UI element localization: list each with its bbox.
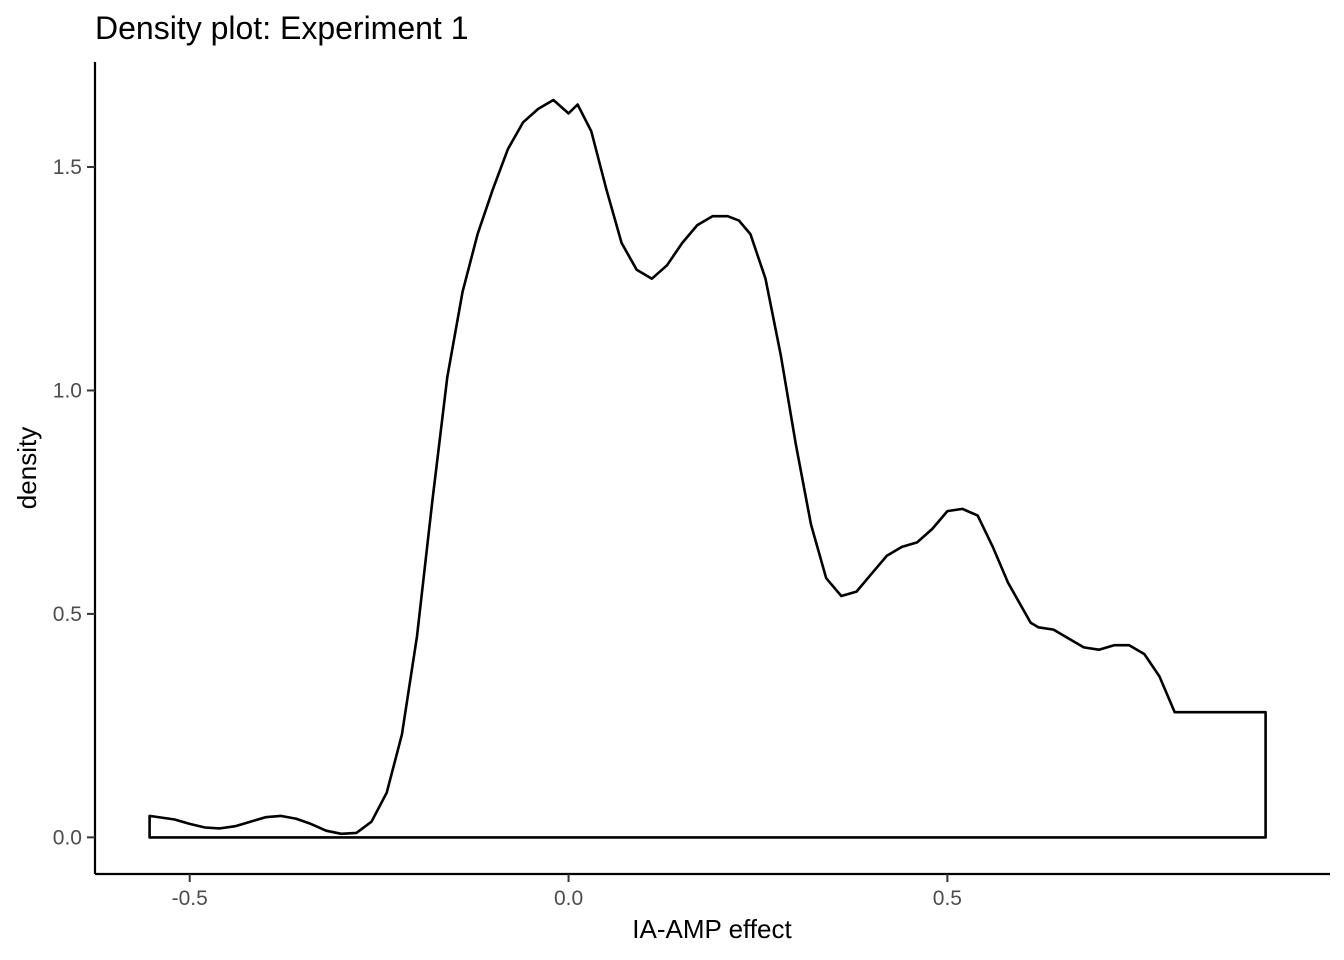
x-axis-title: IA-AMP effect: [632, 914, 792, 944]
y-tick-label: 1.0: [53, 379, 82, 402]
plot-area: -0.5 0.0 0.5 0.0 0.5 1.0 1.5: [53, 62, 1330, 910]
x-tick-label: -0.5: [172, 887, 208, 910]
y-tick-label: 1.5: [53, 156, 82, 179]
density-curve: [148, 98, 1267, 839]
y-tick-label: 0.0: [53, 826, 82, 849]
x-axis-ticks: -0.5 0.0 0.5: [172, 874, 962, 910]
y-axis-title: density: [12, 427, 42, 509]
y-axis-ticks: 0.0 0.5 1.0 1.5: [53, 156, 95, 849]
x-tick-label: 0.0: [554, 887, 583, 910]
x-tick-label: 0.5: [933, 887, 962, 910]
y-tick-label: 0.5: [53, 603, 82, 626]
chart-title: Density plot: Experiment 1: [95, 10, 469, 46]
